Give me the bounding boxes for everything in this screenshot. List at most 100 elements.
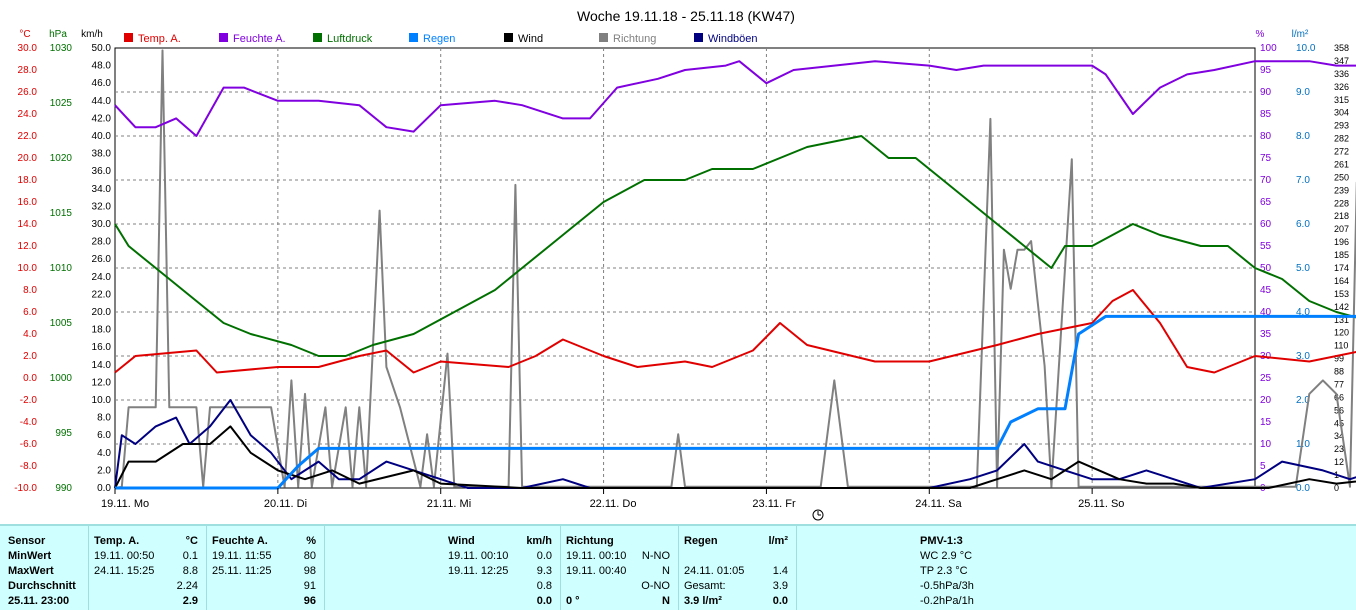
humidity-column: Feuchte A.% 19.11. 11:55 80 25.11. 11:25 9… xyxy=(206,526,325,610)
wind-tick-label: 8.0 xyxy=(97,413,111,424)
wind-tick-label: 28.0 xyxy=(92,237,112,248)
series-tempa xyxy=(114,289,1356,374)
header-sensor: Sensor xyxy=(8,535,46,547)
stats-panel: Sensor MinWert MaxWert Durchschnitt 25.1… xyxy=(0,524,1356,610)
rain-total-value: 3.9 xyxy=(772,580,788,592)
wind-tick-label: 48.0 xyxy=(92,61,112,72)
humidity-tick-label: 95 xyxy=(1260,65,1272,76)
direction-tick-label: 326 xyxy=(1334,82,1349,92)
pressure-unit-label: hPa xyxy=(49,29,67,40)
rain-tick-label: 1.0 xyxy=(1296,439,1310,450)
direction-tick-label: 131 xyxy=(1334,315,1349,325)
humidity-tick-label: 40 xyxy=(1260,307,1272,318)
pmv-column: PMV-1:3 WC 2.9 °C TP 2.3 °C -0.5hPa/3h -… xyxy=(796,526,1356,610)
series-regen xyxy=(115,314,1356,490)
row-label-min: MinWert xyxy=(8,550,52,562)
wind-tick-label: 44.0 xyxy=(92,96,112,107)
humidity-unit-label: % xyxy=(1256,29,1265,40)
temp-max-value: 8.8 xyxy=(182,565,198,577)
direction-tick-label: 185 xyxy=(1334,250,1349,260)
humidity-tick-label: 100 xyxy=(1260,43,1277,54)
rain-column: Regen l/m² 24.11. 01:05 1.4 Gesamt: 3.9 3.9… xyxy=(678,526,797,610)
temp-tick-label: 14.0 xyxy=(18,219,38,230)
wind-tick-label: 12.0 xyxy=(92,377,112,388)
direction-tick-label: 207 xyxy=(1334,224,1349,234)
unit-labels: °C hPa km/h% l/m² xyxy=(19,29,1309,40)
pmv-dewpoint: TP 2.3 °C xyxy=(920,565,968,577)
legend-label: Richtung xyxy=(613,33,656,45)
direction-tick-label: 88 xyxy=(1334,367,1344,377)
series-wind xyxy=(114,425,1356,489)
hum-max-value: 98 xyxy=(303,565,316,577)
temp-tick-label: 20.0 xyxy=(18,153,38,164)
temp-tick-label: -2.0 xyxy=(20,395,38,406)
temp-tick-label: -4.0 xyxy=(20,417,38,428)
pressure-tick-label: 995 xyxy=(55,428,72,439)
wind-tick-label: 24.0 xyxy=(92,272,112,283)
temp-tick-label: 24.0 xyxy=(18,109,38,120)
wind-max-value: 9.3 xyxy=(536,565,552,577)
dir-current-value: N xyxy=(662,595,670,607)
rain-tick-label: 4.0 xyxy=(1296,307,1310,318)
humidity-tick-label: 35 xyxy=(1260,329,1272,340)
direction-tick-label: 239 xyxy=(1334,185,1349,195)
wind-unit-label: km/h xyxy=(81,29,103,40)
wind-tick-label: 50.0 xyxy=(92,43,112,54)
wind-tick-label: 46.0 xyxy=(92,78,112,89)
sensor-column: Sensor MinWert MaxWert Durchschnitt 25.1… xyxy=(0,526,89,610)
wind-min-time: 19.11. 00:10 xyxy=(448,550,509,562)
temp-tick-label: -6.0 xyxy=(20,439,38,450)
wind-tick-label: 38.0 xyxy=(92,149,112,160)
temp-min-time: 19.11. 00:50 xyxy=(94,550,155,562)
rain-tick-label: 6.0 xyxy=(1296,219,1310,230)
pressure-tick-label: 1025 xyxy=(50,98,73,109)
row-label-current: 25.11. 23:00 xyxy=(8,595,70,607)
humidity-tick-label: 25 xyxy=(1260,373,1272,384)
humidity-tick-label: 15 xyxy=(1260,417,1272,428)
wind-tick-label: 4.0 xyxy=(97,448,111,459)
day-label: 24.11. Sa xyxy=(915,498,962,510)
humidity-tick-label: 90 xyxy=(1260,87,1272,98)
temp-tick-label: 8.0 xyxy=(23,285,37,296)
day-label: 19.11. Mo xyxy=(101,498,149,510)
series-feuchtea xyxy=(114,60,1356,137)
direction-tick-label: 174 xyxy=(1334,263,1349,273)
day-label: 22.11. Do xyxy=(590,498,637,510)
wind-tick-label: 6.0 xyxy=(97,430,111,441)
direction-tick-label: 34 xyxy=(1334,431,1344,441)
direction-tick-label: 228 xyxy=(1334,198,1349,208)
header-wind-unit: km/h xyxy=(526,535,552,547)
legend-label: Feuchte A. xyxy=(233,33,286,45)
row-label-avg: Durchschnitt xyxy=(8,580,76,592)
rain-tick-label: 8.0 xyxy=(1296,131,1310,142)
wind-tick-label: 18.0 xyxy=(92,325,112,336)
wind-tick-label: 10.0 xyxy=(92,395,112,406)
humidity-tick-label: 65 xyxy=(1260,197,1272,208)
hum-avg-value: 91 xyxy=(303,580,316,592)
direction-tick-label: 250 xyxy=(1334,172,1349,182)
humidity-tick-label: 50 xyxy=(1260,263,1272,274)
pressure-tick-label: 990 xyxy=(55,483,72,494)
header-hum-unit: % xyxy=(306,535,316,547)
wind-tick-label: 16.0 xyxy=(92,342,112,353)
day-label: 20.11. Di xyxy=(264,498,307,510)
dir-max-value: N xyxy=(662,565,670,577)
temp-unit-label: °C xyxy=(19,29,30,40)
temp-tick-label: 22.0 xyxy=(18,131,38,142)
header-temp-unit: °C xyxy=(185,535,198,547)
direction-tick-label: 347 xyxy=(1334,56,1349,66)
wind-tick-label: 14.0 xyxy=(92,360,112,371)
temp-avg-value: 2.24 xyxy=(176,580,198,592)
header-rain-unit: l/m² xyxy=(768,535,788,547)
day-label: 25.11. So xyxy=(1078,498,1124,510)
rain-unit-label: l/m² xyxy=(1292,29,1309,40)
direction-tick-label: 358 xyxy=(1334,43,1349,53)
wind-tick-label: 2.0 xyxy=(97,465,111,476)
rain-tick-label: 5.0 xyxy=(1296,263,1310,274)
weather-chart: Woche 19.11.18 - 25.11.18 (KW47) Temp. A… xyxy=(14,8,1356,521)
direction-tick-label: 77 xyxy=(1334,379,1344,389)
wind-min-value: 0.0 xyxy=(536,550,552,562)
legend-label: Luftdruck xyxy=(327,33,373,45)
wind-tick-label: 32.0 xyxy=(92,201,112,212)
legend-swatch xyxy=(219,33,228,42)
